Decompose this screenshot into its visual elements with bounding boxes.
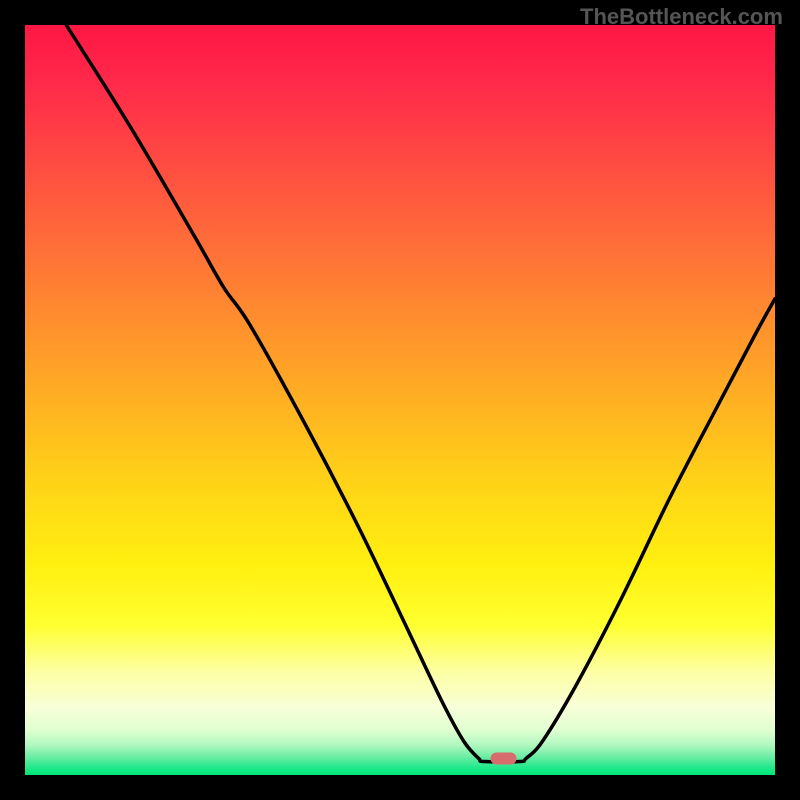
chart-container: TheBottleneck.com bbox=[0, 0, 800, 800]
chart-svg bbox=[0, 0, 800, 800]
watermark-text: TheBottleneck.com bbox=[580, 4, 783, 30]
optimal-marker bbox=[491, 753, 517, 765]
